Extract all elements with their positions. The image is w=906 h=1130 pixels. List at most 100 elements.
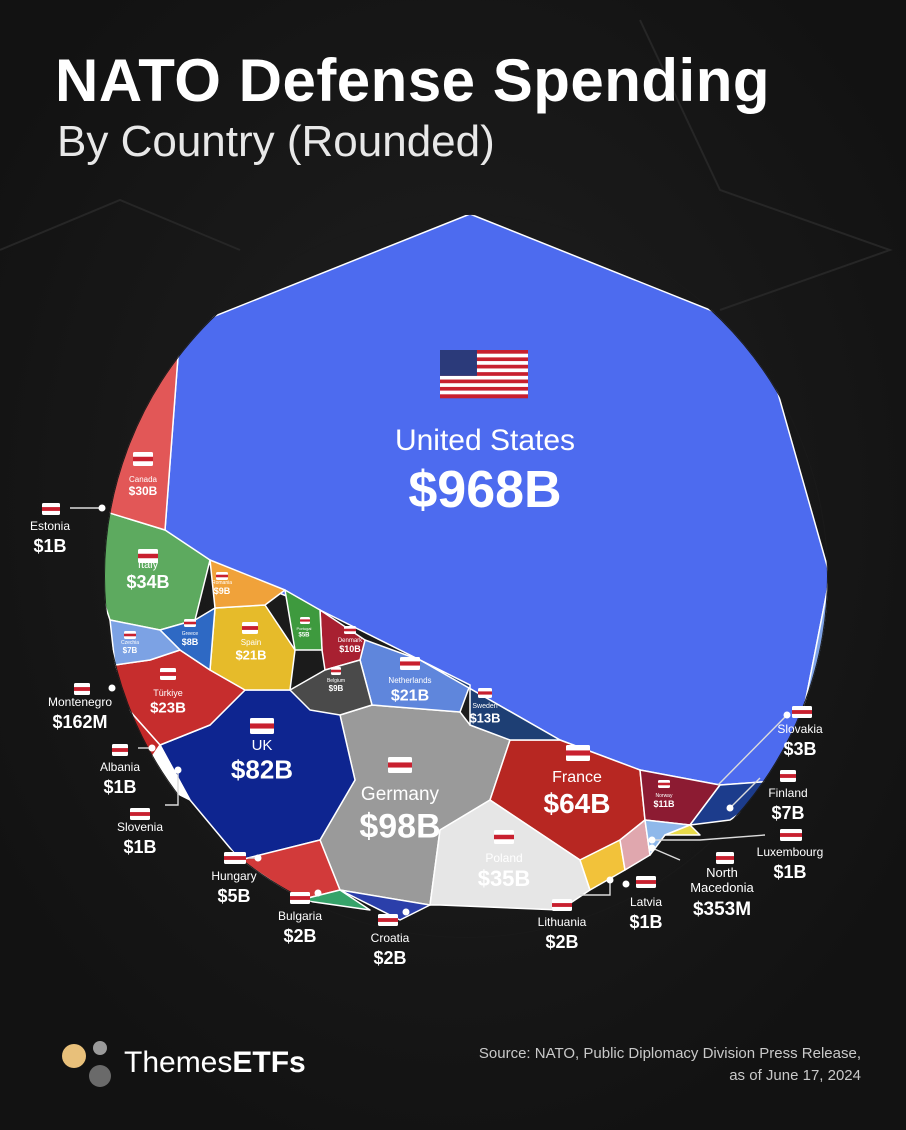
label-czechia-name: Czechia bbox=[121, 640, 139, 646]
flag-icon-greece bbox=[184, 619, 196, 627]
flag-icon-canada bbox=[133, 452, 153, 466]
leader-dot-luxembourg bbox=[648, 836, 656, 844]
flag-icon-slovakia bbox=[792, 706, 812, 718]
flag-icon-netherlands bbox=[400, 657, 420, 670]
source-note: Source: NATO, Public Diplomacy Division … bbox=[391, 1043, 861, 1087]
flag-icon-italy bbox=[138, 549, 158, 563]
label-united-states-name: United States bbox=[395, 424, 575, 457]
leader-dot-latvia bbox=[622, 880, 630, 888]
themes-logo-icon bbox=[62, 1041, 111, 1087]
flag-icon-croatia bbox=[378, 914, 398, 926]
label-spain-name: Spain bbox=[241, 638, 261, 647]
flag-icon-north-macedonia bbox=[716, 852, 734, 864]
leader-dot-bulgaria bbox=[314, 889, 322, 897]
label-bulgaria-name: Bulgaria bbox=[278, 909, 322, 923]
label-norway-name: Norway bbox=[656, 793, 673, 799]
flag-icon-lithuania bbox=[552, 899, 572, 911]
label-uk-name: UK bbox=[252, 737, 273, 754]
label-finland-value: $7B bbox=[771, 803, 804, 823]
leader-dot-finland bbox=[726, 804, 734, 812]
flag-icon-slovenia bbox=[130, 808, 150, 820]
label-t-rkiye-value: $23B bbox=[150, 700, 186, 717]
label-hungary-name: Hungary bbox=[211, 869, 256, 883]
label-north-macedonia-name-2: Macedonia bbox=[690, 880, 754, 895]
label-united-states-value: $968B bbox=[408, 461, 561, 519]
cell-romania bbox=[209, 559, 286, 609]
label-estonia-value: $1B bbox=[33, 536, 66, 556]
flag-icon-norway bbox=[658, 780, 670, 788]
chart-title: NATO Defense Spending bbox=[55, 47, 771, 114]
label-belgium-value: $9B bbox=[329, 684, 344, 693]
label-t-rkiye-name: Türkiye bbox=[153, 688, 183, 698]
flag-icon-uk bbox=[250, 718, 274, 734]
cell-sweden bbox=[419, 659, 561, 741]
label-netherlands-name: Netherlands bbox=[388, 676, 431, 685]
label-canada-name: Canada bbox=[129, 475, 158, 484]
source-line-2: as of June 17, 2024 bbox=[729, 1066, 861, 1084]
label-spain-value: $21B bbox=[235, 647, 266, 662]
flag-icon-sweden bbox=[478, 688, 492, 698]
label-north-macedonia-name-1: North bbox=[706, 865, 738, 880]
label-denmark-value: $10B bbox=[339, 644, 361, 654]
flag-icon-spain bbox=[242, 622, 258, 634]
leader-dot-hungary bbox=[254, 854, 262, 862]
flag-icon-romania bbox=[216, 572, 228, 580]
label-montenegro-value: $162M bbox=[52, 712, 107, 732]
flag-icon-hungary bbox=[224, 852, 246, 864]
leader-dot-montenegro bbox=[108, 684, 116, 692]
flag-icon-germany bbox=[388, 757, 412, 773]
label-italy-value: $34B bbox=[126, 572, 169, 592]
label-belgium-name: Belgium bbox=[327, 678, 345, 684]
flag-icon-belgium bbox=[331, 667, 341, 675]
label-latvia-value: $1B bbox=[629, 912, 662, 932]
label-lithuania-name: Lithuania bbox=[538, 915, 587, 929]
label-czechia-value: $7B bbox=[123, 646, 138, 655]
brand-light: Themes bbox=[124, 1046, 233, 1079]
leader-line-slovakia bbox=[717, 714, 788, 786]
cell-north-macedonia bbox=[664, 824, 701, 836]
leader-dot-north-macedonia bbox=[648, 844, 656, 852]
leader-dot-lithuania bbox=[606, 876, 614, 884]
label-netherlands-value: $21B bbox=[391, 688, 429, 705]
label-latvia-name: Latvia bbox=[630, 895, 662, 909]
brand-name: ThemesETFs bbox=[124, 1046, 306, 1080]
leader-line-north-macedonia bbox=[651, 847, 681, 861]
label-romania-name: Romania bbox=[212, 580, 232, 586]
label-uk-value: $82B bbox=[231, 755, 293, 785]
flag-icon-luxembourg bbox=[780, 829, 802, 841]
label-luxembourg-name: Luxembourg bbox=[757, 845, 824, 859]
background-star-pattern bbox=[0, 19, 894, 311]
leader-line-luxembourg bbox=[652, 834, 766, 841]
leader-line-slovenia bbox=[165, 770, 179, 806]
label-greece-value: $8B bbox=[182, 637, 199, 647]
label-romania-value: $9B bbox=[214, 586, 231, 596]
leader-dot-slovakia bbox=[783, 711, 791, 719]
flag-icon-montenegro bbox=[74, 683, 90, 695]
label-bulgaria-value: $2B bbox=[283, 926, 316, 946]
label-sweden-value: $13B bbox=[469, 710, 500, 725]
flag-icon-portugal bbox=[300, 617, 310, 624]
flag-icon-estonia bbox=[42, 503, 60, 515]
label-slovenia-name: Slovenia bbox=[117, 820, 163, 834]
flag-icon-albania bbox=[112, 744, 128, 756]
label-slovakia-name: Slovakia bbox=[777, 722, 823, 736]
label-portugal-name: Portugal bbox=[297, 626, 312, 631]
label-italy-name: Italy bbox=[138, 559, 159, 571]
us-flag-icon bbox=[440, 350, 528, 399]
label-finland-name: Finland bbox=[768, 786, 807, 800]
label-slovenia-value: $1B bbox=[123, 837, 156, 857]
label-hungary-value: $5B bbox=[217, 886, 250, 906]
label-norway-value: $11B bbox=[653, 799, 675, 809]
leader-dot-estonia bbox=[98, 504, 106, 512]
source-line-1: Source: NATO, Public Diplomacy Division … bbox=[478, 1045, 861, 1062]
label-france-name: France bbox=[552, 769, 602, 786]
label-slovakia-value: $3B bbox=[783, 739, 816, 759]
label-luxembourg-value: $1B bbox=[773, 862, 806, 882]
label-france-value: $64B bbox=[544, 788, 611, 819]
flag-icon-denmark bbox=[344, 626, 356, 634]
chart-subtitle: By Country (Rounded) bbox=[57, 117, 495, 166]
flag-icon-poland bbox=[494, 830, 514, 844]
cell-belgium bbox=[289, 659, 373, 716]
label-croatia-value: $2B bbox=[373, 948, 406, 968]
